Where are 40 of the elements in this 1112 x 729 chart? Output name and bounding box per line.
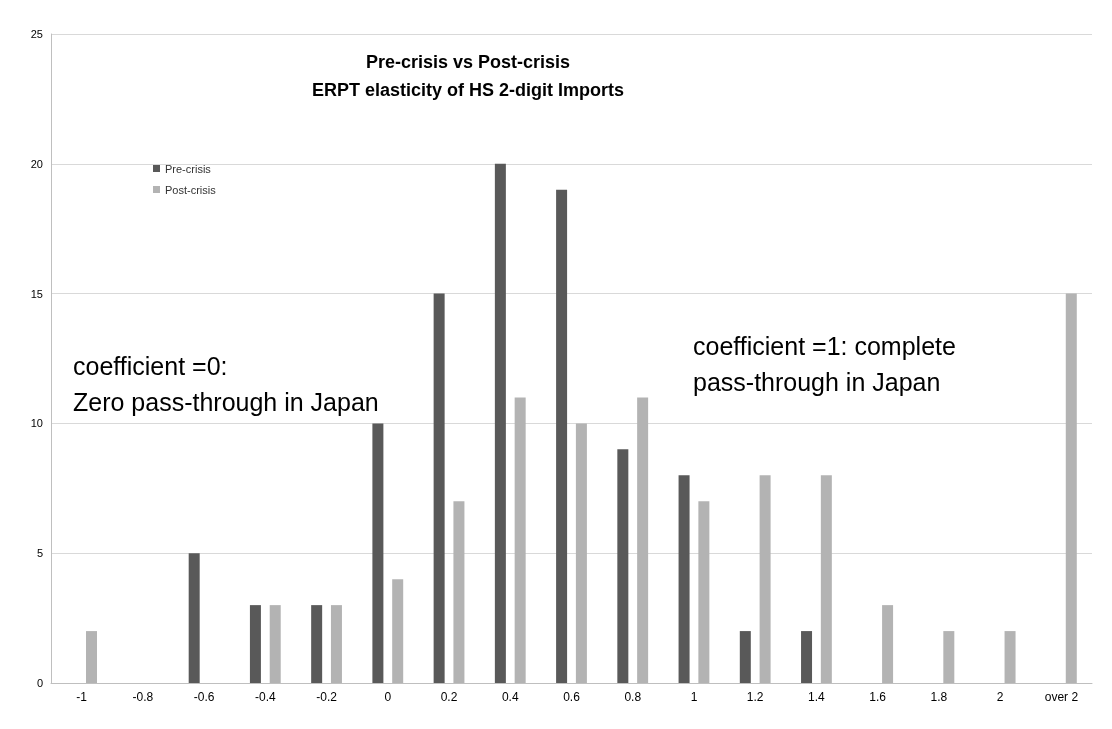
- bar: [739, 631, 751, 683]
- x-tick-label: 1: [690, 690, 698, 704]
- bar: [249, 605, 261, 683]
- bar: [188, 553, 200, 683]
- x-tick-label: -0.2: [316, 690, 338, 704]
- x-tick-label: -1: [76, 690, 88, 704]
- x-tick-label: -0.8: [132, 690, 154, 704]
- y-tick-label: 0: [36, 677, 43, 689]
- text: ERPT elasticity of HS 2-digit Imports: [311, 80, 625, 100]
- x-tick-label: 1.4: [808, 690, 826, 704]
- bar: [617, 449, 629, 683]
- y-tick-label: 10: [30, 417, 43, 430]
- x-tick-label: 0.8: [624, 690, 642, 704]
- x-tick-label: 0: [384, 690, 392, 704]
- bar: [678, 475, 690, 683]
- bar: [556, 189, 568, 683]
- x-tick-label: 1.8: [930, 690, 948, 704]
- x-tick-label: 1.2: [746, 690, 764, 704]
- x-tick-label: over 2: [1044, 690, 1079, 704]
- legend-label: Post-crisis: [165, 183, 217, 196]
- bar: [433, 293, 445, 683]
- bar: [311, 605, 323, 683]
- x-tick-label: -0.4: [254, 690, 276, 704]
- y-tick-label: 5: [36, 547, 43, 560]
- x-tick-label: 2: [996, 690, 1004, 704]
- x-tick-label: 0.6: [563, 690, 581, 704]
- x-tick-label: 1.6: [869, 690, 887, 704]
- text: Pre-crisis vs Post-crisis: [365, 52, 571, 72]
- x-tick-label: -0.6: [193, 690, 215, 704]
- y-tick-label: 25: [30, 28, 43, 40]
- x-tick-label: 0.2: [440, 690, 458, 704]
- x-tick-label: 0.4: [501, 690, 519, 704]
- annotation: coefficient =0: Zero pass-through in Japan: [73, 352, 379, 416]
- bar: [372, 423, 384, 683]
- y-tick-label: 20: [30, 157, 43, 170]
- annotation: coefficient =1: complete pass-through in Japan: [693, 332, 956, 396]
- legend-label: Pre-crisis: [165, 162, 212, 175]
- y-tick-label: 15: [30, 287, 43, 300]
- bar: [801, 631, 813, 683]
- bar: [494, 163, 506, 683]
